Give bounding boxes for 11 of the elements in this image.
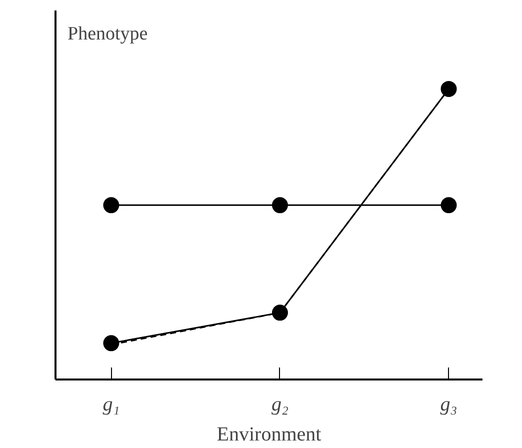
point [272,304,288,321]
x-tick-label: g₂ [271,394,288,416]
x-tick-label: g₃ [440,394,458,416]
point [440,80,457,97]
point [272,197,288,214]
point [103,335,120,352]
x-tick-label: g₁ [102,394,120,416]
point [440,197,457,214]
point [103,197,120,214]
y-axis-title: Phenotype [68,24,148,44]
x-axis-title: Environment [216,424,322,446]
